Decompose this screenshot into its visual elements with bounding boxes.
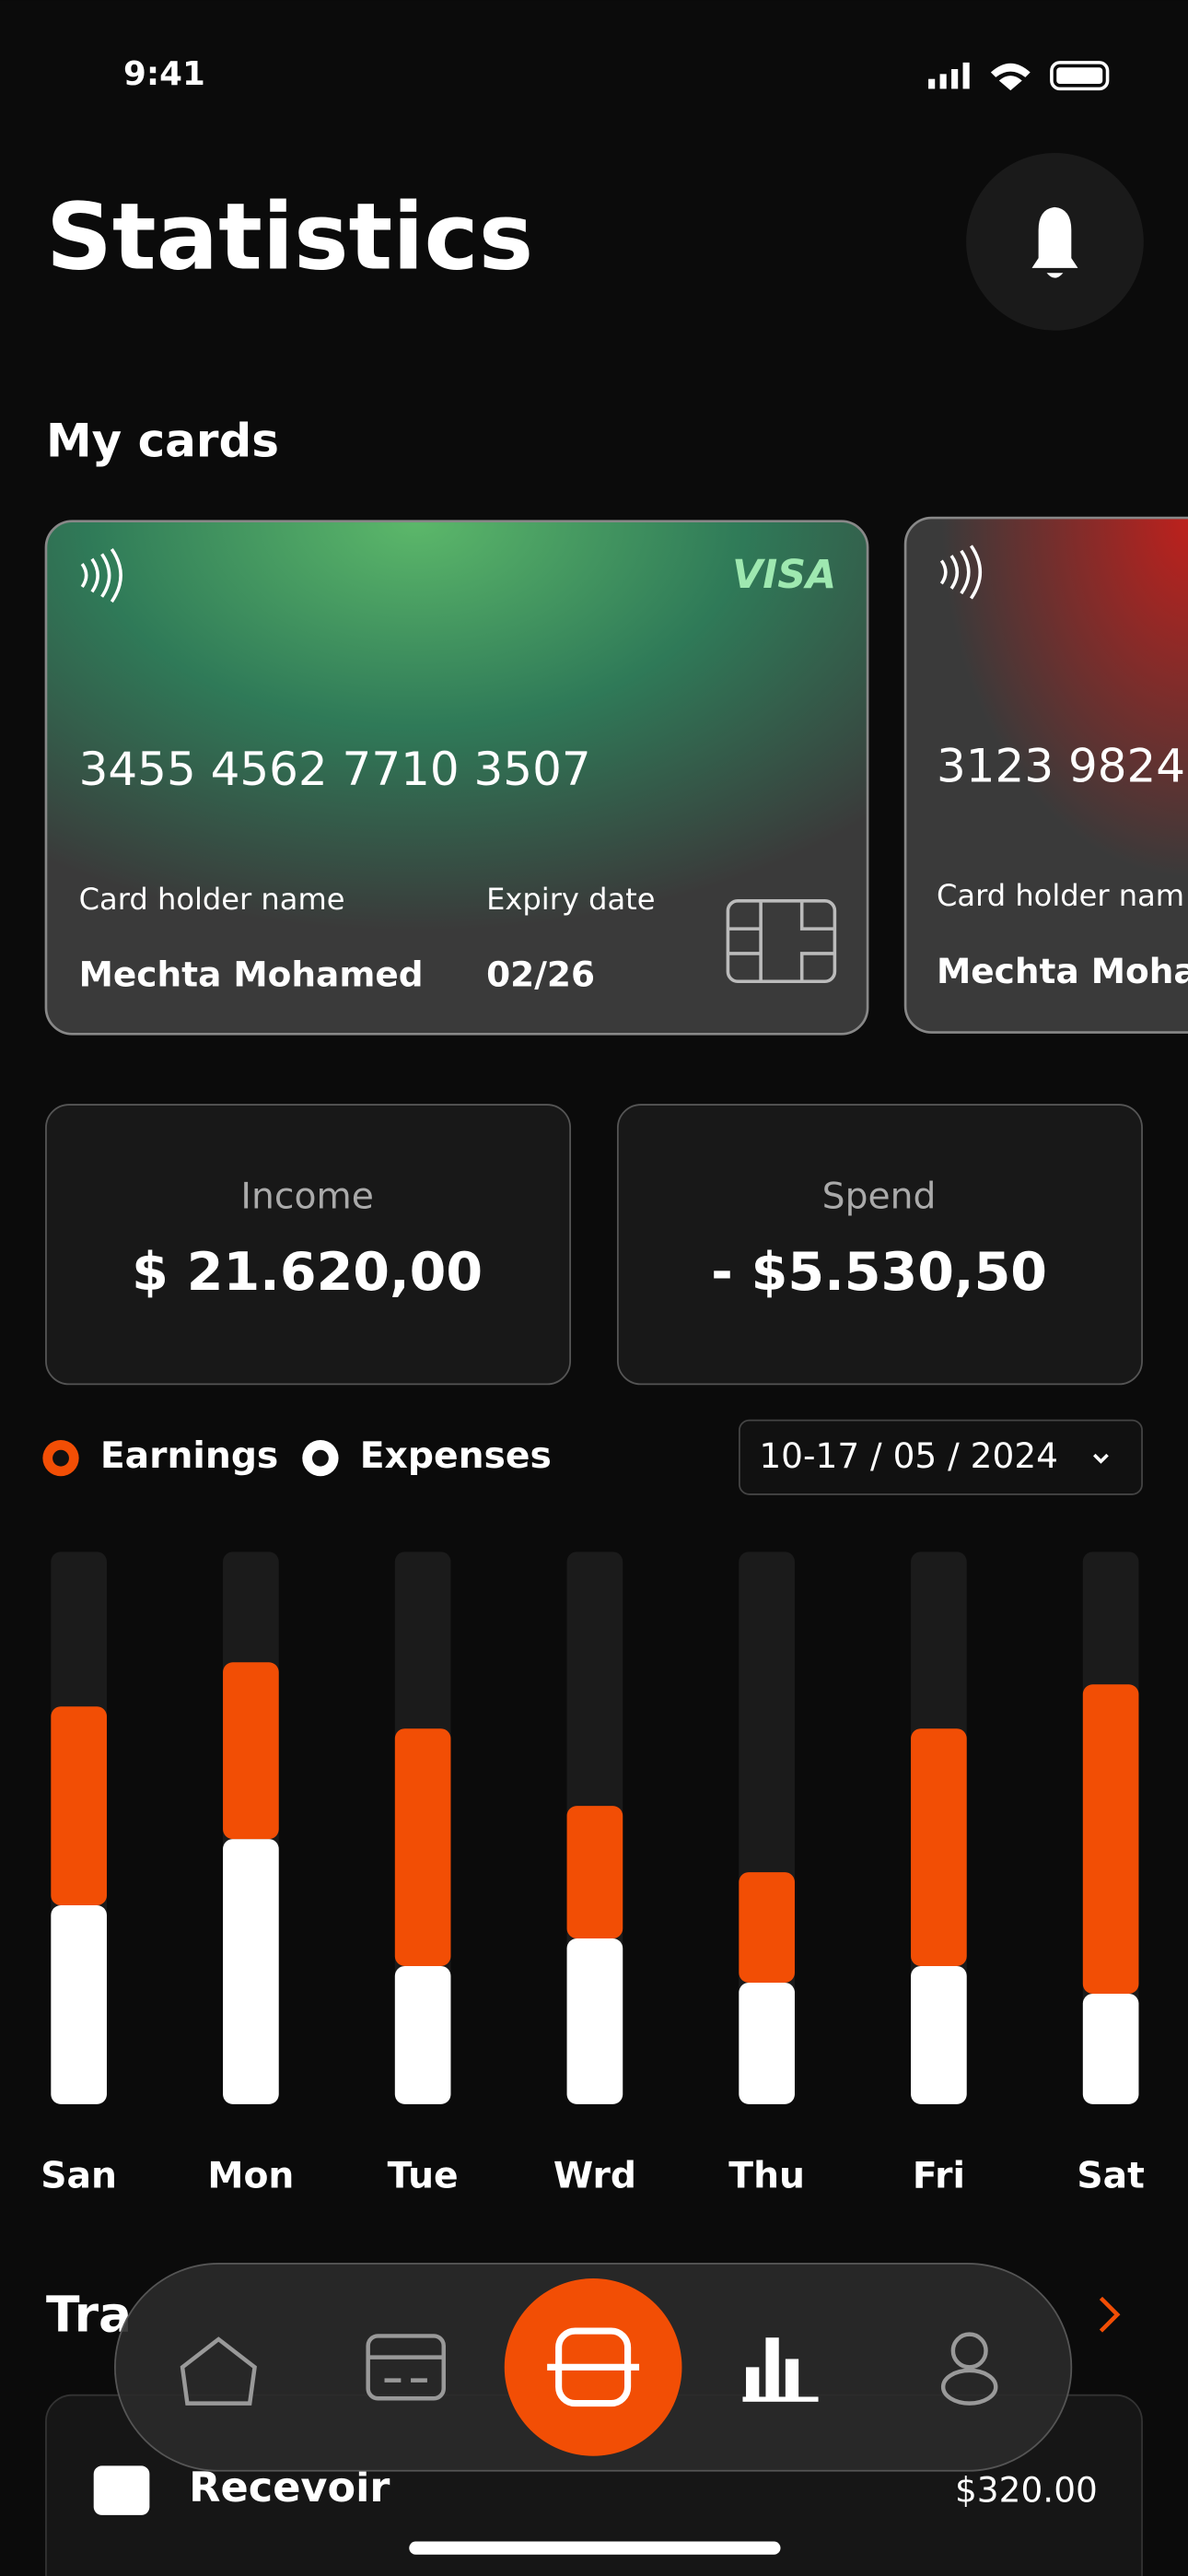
legend-marker-dot [312, 1449, 329, 1467]
income-label: Income [240, 1176, 373, 1217]
see-all-arrow[interactable] [1099, 2296, 1121, 2333]
profile-tab[interactable] [940, 2332, 998, 2406]
card-label: Expiry date [486, 882, 655, 917]
bell-icon [1031, 206, 1078, 278]
home-tab[interactable] [180, 2336, 257, 2406]
bar [566, 1806, 623, 1939]
card[interactable]: 3123 9824 Card holder nam Mechta Moha [903, 516, 1188, 1034]
section-title: Tra [46, 2285, 132, 2343]
x-tick-label: Sat [1077, 2156, 1145, 2197]
bar [51, 1706, 107, 1906]
transaction-amount: $320.00 [955, 2469, 1098, 2510]
transaction-label: Recevoir [189, 2464, 390, 2512]
tab-bar [114, 2263, 1073, 2472]
bar [394, 1965, 451, 2104]
section-title: My cards [46, 414, 279, 467]
bar [911, 1728, 967, 1966]
status-icons [928, 61, 1110, 91]
stats-tab[interactable] [742, 2337, 819, 2402]
cards-tab[interactable] [366, 2334, 446, 2401]
chart: San Mon Tue Wrd Thu Fri Sat [41, 1551, 1145, 2197]
x-tick-label: Fri [913, 2156, 965, 2197]
card-expiry: 02/26 [486, 954, 595, 994]
bar [739, 1872, 795, 1983]
income-box [45, 1104, 572, 1386]
spend-box [616, 1104, 1143, 1386]
date-range: 10-17 / 05 / 2024 [759, 1435, 1058, 1476]
card[interactable]: VISA 3455 4562 7710 3507 Card holder nam… [44, 520, 869, 1036]
x-tick-label: Thu [728, 2156, 805, 2197]
page-title: Statistics [46, 182, 533, 290]
x-tick-label: Wrd [553, 2156, 636, 2197]
income-value: $ 21.620,00 [132, 1242, 483, 1303]
bar [223, 1839, 279, 2104]
bar [566, 1938, 623, 2104]
spend-value: - $5.530,50 [711, 1242, 1047, 1303]
card-brand: VISA [732, 552, 836, 598]
home-indicator [409, 2541, 781, 2555]
card-number: 3455 4562 7710 3507 [79, 743, 591, 796]
x-tick-label: Mon [207, 2156, 294, 2197]
bar [911, 1965, 967, 2104]
bar [1082, 1993, 1139, 2104]
bar [51, 1905, 107, 2104]
transaction-icon [93, 2465, 150, 2515]
legend-marker-dot [52, 1449, 69, 1467]
card-label: Card holder nam [937, 878, 1184, 913]
card-number: 3123 9824 [937, 740, 1185, 793]
bar [739, 1982, 795, 2104]
bar [1082, 1684, 1139, 1994]
card-holder: Mechta Moha [937, 951, 1188, 991]
card-holder: Mechta Mohamed [79, 954, 424, 994]
spend-label: Spend [822, 1176, 937, 1217]
bar [223, 1662, 279, 1840]
bar [394, 1728, 451, 1966]
legend-label: Expenses [360, 1435, 552, 1477]
status-time: 9:41 [123, 55, 205, 93]
card-label: Card holder name [79, 882, 345, 917]
legend-label: Earnings [100, 1435, 278, 1477]
x-tick-label: San [41, 2156, 117, 2197]
x-tick-label: Tue [388, 2156, 459, 2197]
date-picker[interactable] [739, 1419, 1143, 1495]
chevron [1093, 1453, 1109, 1464]
